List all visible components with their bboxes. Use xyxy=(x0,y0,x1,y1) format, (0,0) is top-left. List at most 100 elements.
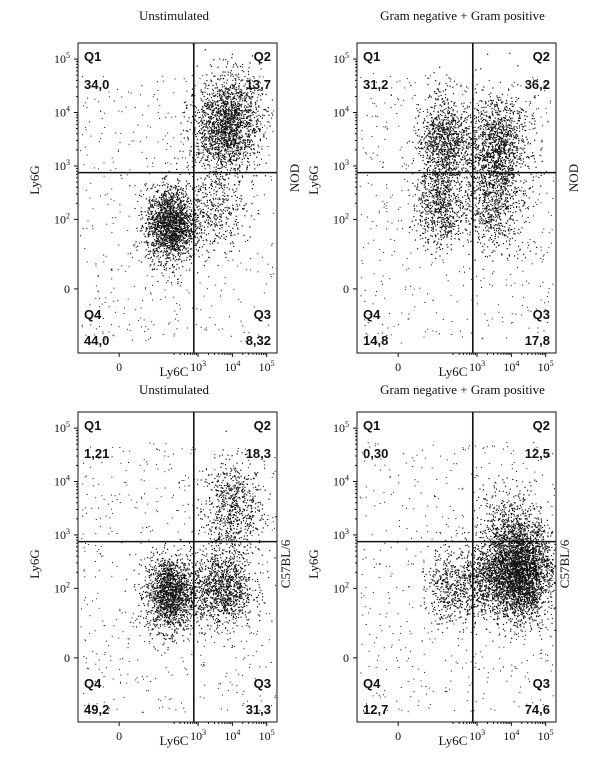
event-dot xyxy=(236,265,238,267)
event-dot xyxy=(176,198,179,200)
event-dot xyxy=(249,78,251,80)
event-dot xyxy=(229,159,231,161)
event-dot xyxy=(154,262,156,264)
event-dot xyxy=(187,197,189,199)
event-dot xyxy=(233,155,235,157)
event-dot xyxy=(219,228,221,230)
event-dot xyxy=(164,251,166,253)
event-dot xyxy=(176,218,178,220)
event-dot xyxy=(248,96,250,98)
event-dot xyxy=(163,204,166,206)
event-dot xyxy=(204,168,206,170)
event-dot xyxy=(162,195,164,197)
event-dot xyxy=(179,304,181,306)
event-dot xyxy=(173,247,175,249)
quadrant-q4-value: 44,0 xyxy=(84,333,109,348)
event-dot xyxy=(176,328,178,330)
event-dot xyxy=(237,149,239,151)
event-dot xyxy=(161,225,163,227)
event-dot xyxy=(218,126,220,128)
event-dot xyxy=(170,189,172,191)
event-dot xyxy=(207,126,209,128)
event-dot xyxy=(181,220,183,222)
event-dot xyxy=(223,81,225,83)
event-dot xyxy=(234,83,236,85)
event-dot xyxy=(186,107,188,109)
event-dot xyxy=(178,224,180,226)
event-dot xyxy=(169,207,171,209)
event-dot xyxy=(246,117,248,119)
event-dot xyxy=(191,222,193,225)
event-dot xyxy=(252,184,254,186)
event-dot xyxy=(235,87,237,89)
event-dot xyxy=(156,250,158,252)
event-dot xyxy=(104,301,106,303)
event-dot xyxy=(209,141,211,143)
event-dot xyxy=(435,142,437,144)
event-dot xyxy=(148,222,150,224)
event-dot xyxy=(167,235,169,237)
event-dot xyxy=(206,104,208,106)
event-dot xyxy=(232,117,234,119)
event-dot xyxy=(224,104,226,106)
event-dot xyxy=(207,175,209,177)
event-dot xyxy=(264,108,266,111)
event-dot xyxy=(211,139,213,141)
event-dot xyxy=(237,150,239,152)
event-dot xyxy=(126,174,128,176)
event-dot xyxy=(118,110,120,112)
event-dot xyxy=(159,185,161,187)
event-dot xyxy=(129,169,131,171)
event-dot xyxy=(236,188,238,190)
event-dot xyxy=(445,164,447,166)
event-dot xyxy=(186,210,188,212)
event-dot xyxy=(467,181,469,183)
event-dot xyxy=(181,249,183,251)
event-dot xyxy=(453,167,455,169)
event-dot xyxy=(140,195,142,197)
event-dot xyxy=(194,236,196,238)
event-dot xyxy=(251,140,254,142)
event-dot xyxy=(164,244,166,246)
event-dot xyxy=(241,117,243,119)
event-dot xyxy=(151,212,153,214)
event-dot xyxy=(179,258,181,260)
event-dot xyxy=(216,177,218,179)
event-dot xyxy=(231,101,233,103)
event-dot xyxy=(417,110,419,112)
event-dot xyxy=(237,144,239,146)
event-dot xyxy=(182,253,184,255)
event-dot xyxy=(165,258,167,260)
event-dot xyxy=(232,105,234,107)
event-dot xyxy=(445,131,447,133)
event-dot xyxy=(224,103,226,105)
event-dot xyxy=(183,195,185,197)
event-dot xyxy=(168,257,170,260)
event-dot xyxy=(447,139,450,141)
event-dot xyxy=(226,105,228,107)
event-dot xyxy=(218,179,220,181)
event-dot xyxy=(261,93,263,95)
event-dot xyxy=(236,109,238,111)
event-dot xyxy=(151,206,153,208)
event-dot xyxy=(261,127,263,128)
event-dot xyxy=(241,94,243,96)
event-dot xyxy=(159,256,162,258)
event-dot xyxy=(199,246,201,248)
event-dot xyxy=(222,175,224,177)
event-dot xyxy=(211,202,213,204)
event-dot xyxy=(229,158,231,160)
event-dot xyxy=(198,205,200,207)
event-dot xyxy=(176,314,178,315)
event-dot xyxy=(194,105,196,107)
event-dot xyxy=(166,182,168,184)
event-dot xyxy=(92,225,93,227)
event-dot xyxy=(169,237,171,239)
event-dot xyxy=(210,213,212,215)
event-dot xyxy=(225,149,227,151)
event-dot xyxy=(221,129,223,131)
event-dot xyxy=(113,335,115,337)
event-dot xyxy=(192,101,194,103)
event-dot xyxy=(179,188,182,190)
event-dot xyxy=(214,114,217,116)
